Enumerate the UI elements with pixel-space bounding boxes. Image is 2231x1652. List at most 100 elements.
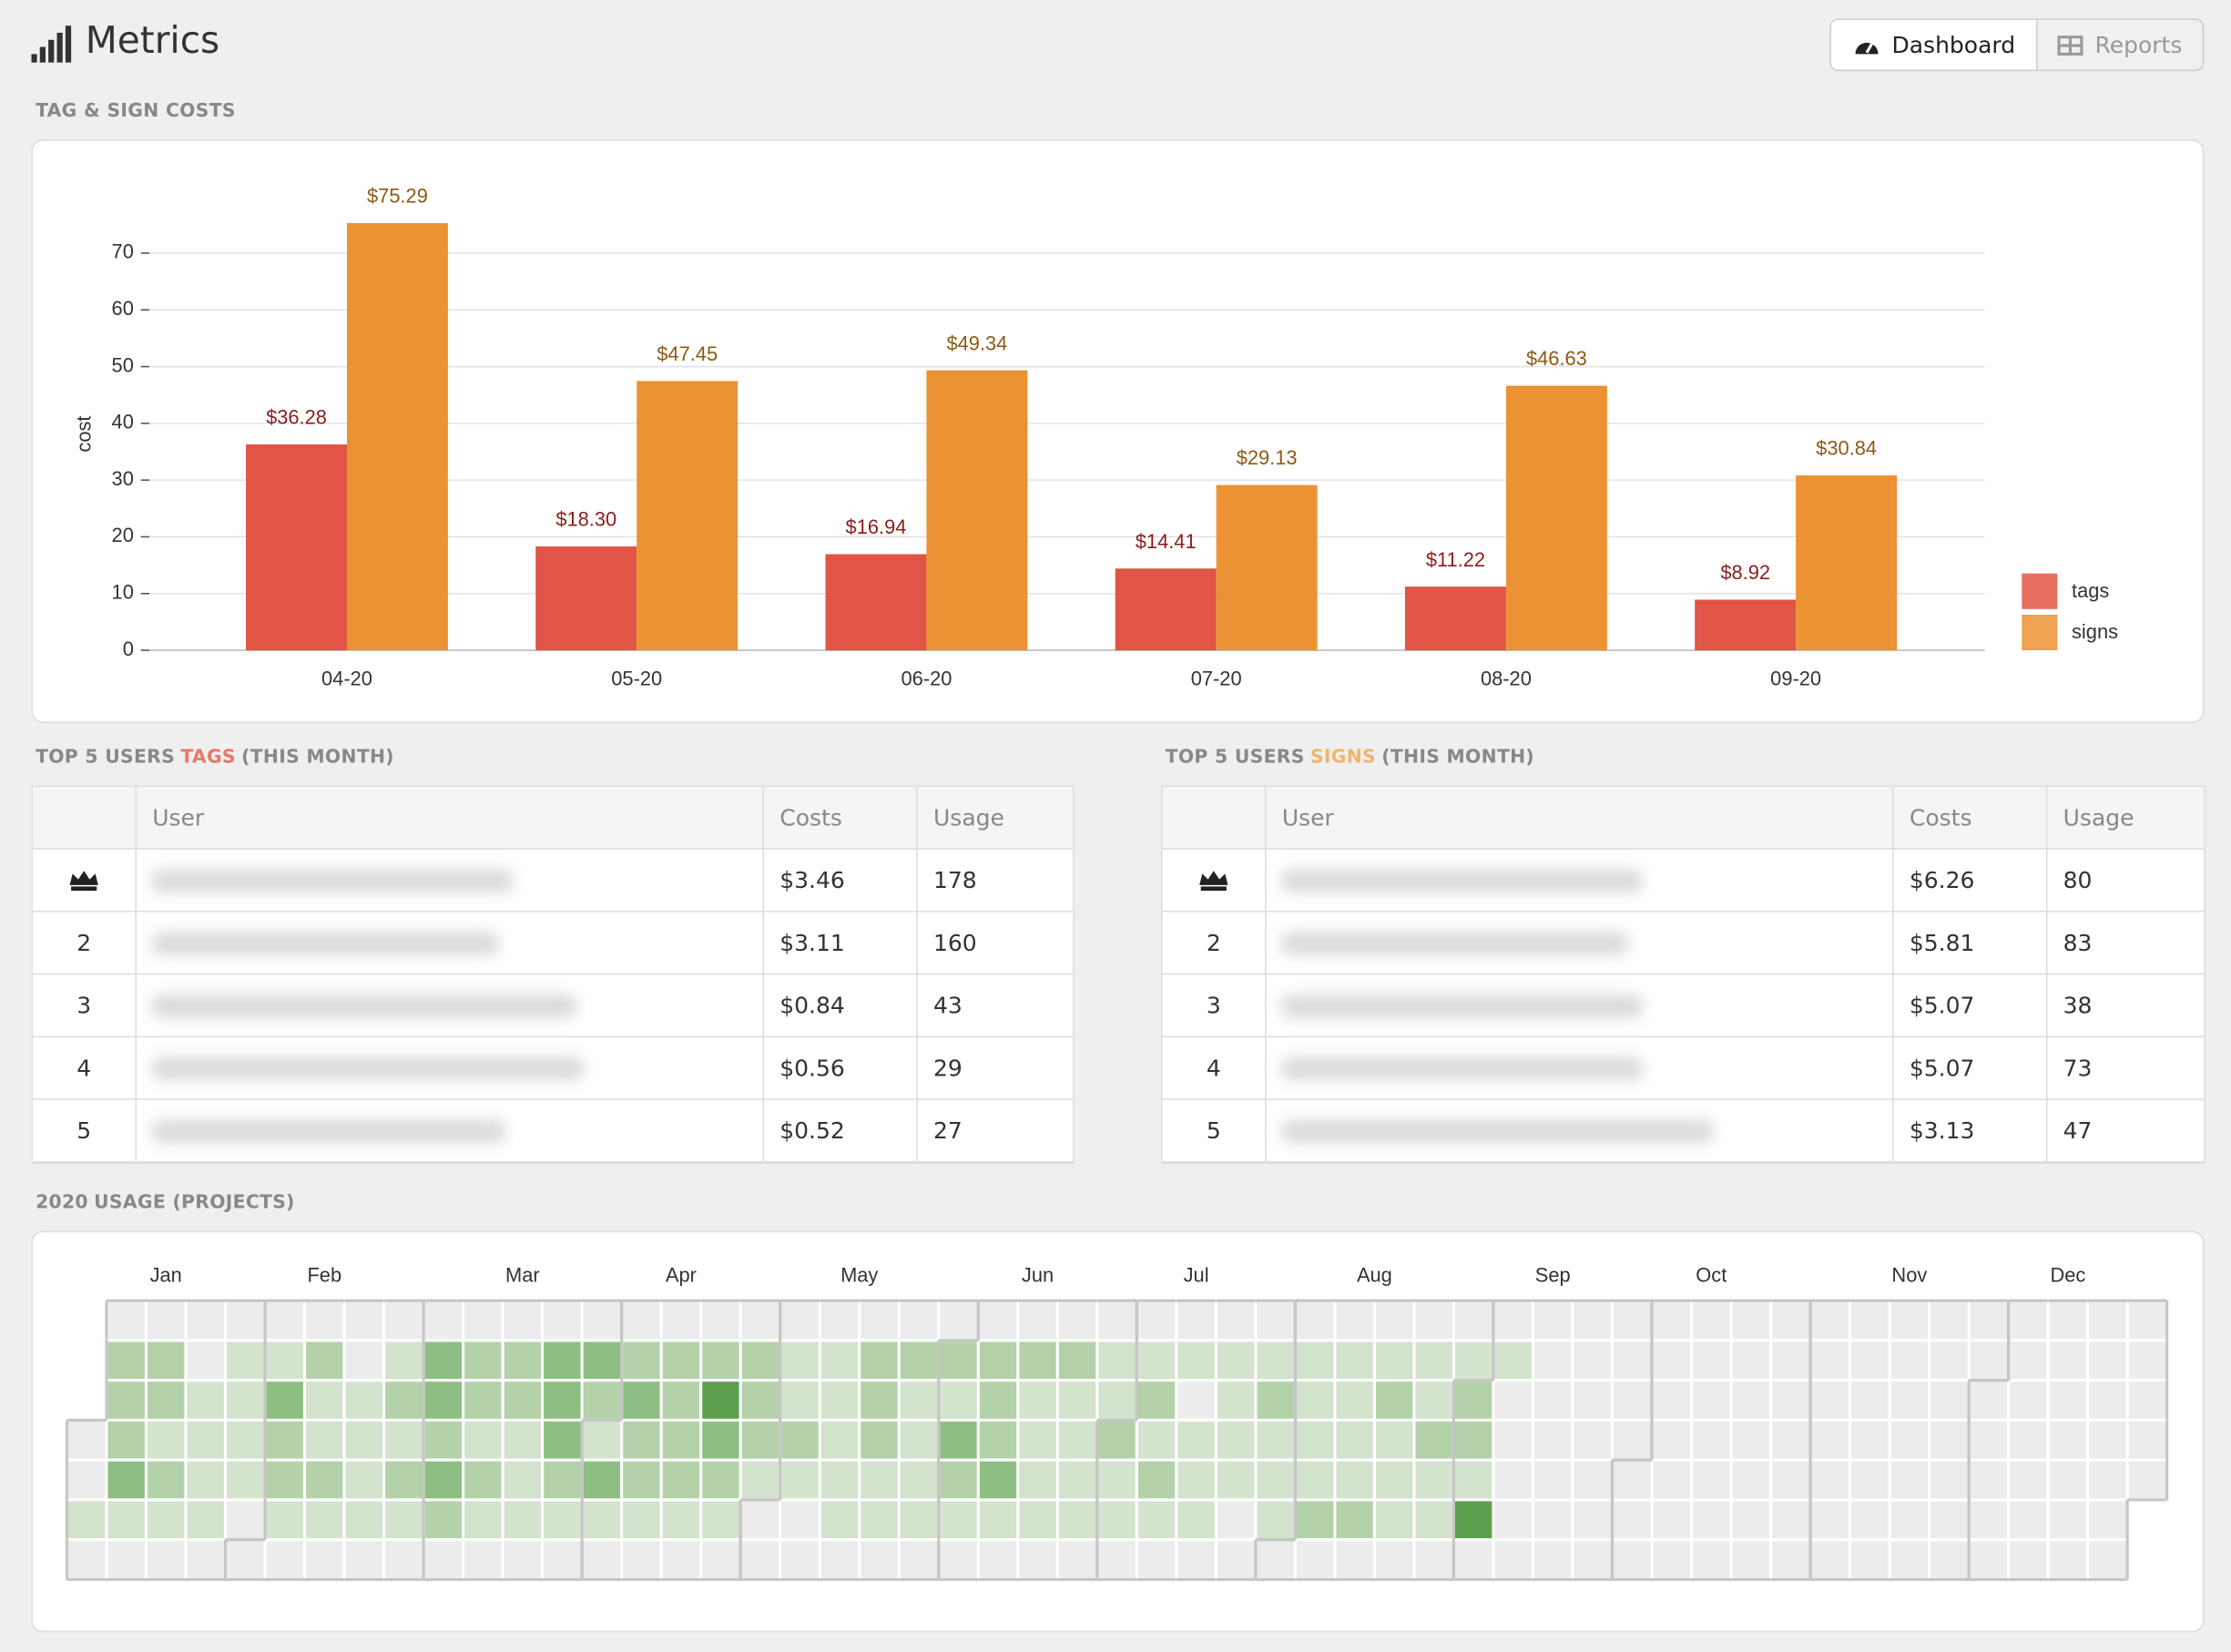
month-label: Jun bbox=[1022, 1263, 1054, 1286]
user-cell bbox=[137, 1099, 765, 1163]
day-cell bbox=[1217, 1421, 1255, 1459]
day-cell bbox=[306, 1301, 343, 1340]
day-cell bbox=[1177, 1501, 1215, 1539]
day-cell bbox=[1415, 1341, 1452, 1380]
day-cell bbox=[2049, 1501, 2087, 1539]
section-title: TOP 5 USERS SIGNS (THIS MONTH) bbox=[1166, 747, 1541, 768]
day-cell bbox=[1019, 1541, 1056, 1578]
day-cell bbox=[2128, 1301, 2166, 1340]
day-cell bbox=[266, 1541, 303, 1578]
metrics-icon bbox=[31, 25, 72, 63]
day-cell bbox=[1693, 1341, 1730, 1380]
day-cell bbox=[1851, 1301, 1889, 1340]
day-cell bbox=[1217, 1501, 1255, 1539]
day-cell bbox=[702, 1421, 739, 1459]
day-cell bbox=[187, 1382, 224, 1419]
user-cell bbox=[137, 1037, 765, 1100]
day-cell bbox=[1890, 1421, 1929, 1459]
day-cell bbox=[940, 1341, 977, 1380]
title-text: TOP 5 USERS bbox=[36, 747, 176, 769]
cost-cell: $0.52 bbox=[764, 1099, 918, 1163]
blurred-user bbox=[150, 1118, 507, 1142]
day-cell bbox=[1296, 1501, 1334, 1539]
day-cell bbox=[504, 1382, 542, 1419]
heatmap: Jan Feb Mar Apr May Jun Jul Aug Sep Oct Nov Dec bbox=[65, 1263, 2169, 1581]
day-cell bbox=[1732, 1421, 1769, 1459]
day-cell bbox=[227, 1541, 264, 1578]
day-cell bbox=[1851, 1541, 1889, 1578]
day-cell bbox=[702, 1341, 739, 1380]
day-cell bbox=[1890, 1382, 1929, 1419]
day-cell bbox=[1693, 1382, 1730, 1419]
day-cell bbox=[2089, 1301, 2126, 1340]
day-cell bbox=[979, 1421, 1017, 1459]
day-cell bbox=[1693, 1541, 1730, 1578]
day-cell bbox=[107, 1541, 145, 1578]
bar bbox=[1695, 599, 1797, 651]
usage-cell: 80 bbox=[2047, 850, 2205, 913]
day-cell bbox=[1454, 1421, 1492, 1459]
usage-cell: 29 bbox=[917, 1037, 1074, 1100]
day-cell bbox=[583, 1421, 621, 1459]
day-cell bbox=[1772, 1341, 1809, 1380]
day-cell bbox=[1177, 1341, 1215, 1380]
value-label: $14.41 bbox=[1136, 530, 1197, 553]
rank-cell: 3 bbox=[32, 974, 137, 1038]
day-cell bbox=[583, 1301, 621, 1340]
y-tick-label: 20 bbox=[112, 524, 134, 546]
blurred-user bbox=[150, 868, 514, 892]
day-cell bbox=[266, 1421, 303, 1459]
x-tick-label: 07-20 bbox=[1191, 668, 1242, 690]
day-cell bbox=[464, 1421, 502, 1459]
rank-cell: 3 bbox=[1162, 974, 1267, 1038]
day-cell bbox=[1296, 1341, 1334, 1380]
cost-cell: $0.56 bbox=[764, 1037, 918, 1100]
chart: 0 10 20 30 40 50 60 70 cost 04-20 $36.28 $75.29 05-2… bbox=[73, 185, 2119, 690]
crown-icon bbox=[1199, 870, 1228, 891]
cost-cell: $3.46 bbox=[764, 849, 918, 913]
header-cell bbox=[1162, 787, 1267, 850]
day-cell bbox=[1970, 1341, 2008, 1380]
day-cell bbox=[2128, 1461, 2166, 1499]
day-cell bbox=[1336, 1501, 1373, 1539]
x-tick-label: 09-20 bbox=[1770, 668, 1821, 690]
day-cell bbox=[1930, 1382, 1968, 1419]
day-cell bbox=[1653, 1461, 1690, 1499]
value-label: $16.94 bbox=[846, 515, 907, 538]
bar bbox=[926, 370, 1028, 651]
day-cell bbox=[385, 1501, 423, 1539]
day-cell bbox=[781, 1461, 819, 1499]
day-cell bbox=[385, 1461, 423, 1499]
tab-dashboard[interactable]: Dashboard bbox=[1830, 19, 2038, 70]
day-cell bbox=[148, 1421, 185, 1459]
day-cell bbox=[1930, 1341, 1968, 1380]
day-cell bbox=[1375, 1541, 1413, 1578]
tab-reports[interactable]: Reports bbox=[2037, 19, 2203, 70]
day-cell bbox=[1177, 1541, 1215, 1578]
day-cell bbox=[979, 1501, 1017, 1539]
month-label: Aug bbox=[1357, 1263, 1392, 1286]
day-cell bbox=[1019, 1382, 1056, 1419]
month-label: May bbox=[840, 1263, 878, 1286]
y-tick-label: 50 bbox=[112, 353, 134, 376]
cost-cell: $3.11 bbox=[764, 912, 918, 975]
value-label: $30.84 bbox=[1816, 437, 1877, 460]
day-cell bbox=[1930, 1461, 1968, 1499]
day-cell bbox=[2049, 1301, 2087, 1340]
day-cell bbox=[2010, 1382, 2047, 1419]
cost-cell: $3.13 bbox=[1893, 1099, 2048, 1163]
user-cell bbox=[1266, 849, 1894, 913]
day-cell bbox=[544, 1461, 581, 1499]
x-tick-label: 08-20 bbox=[1481, 668, 1532, 690]
y-tick-label: 40 bbox=[112, 411, 134, 433]
day-cell bbox=[741, 1341, 779, 1380]
day-cell bbox=[1534, 1541, 1572, 1578]
day-cell bbox=[504, 1301, 542, 1340]
day-cell bbox=[1137, 1461, 1176, 1499]
day-cell bbox=[227, 1301, 264, 1340]
day-cell bbox=[1217, 1382, 1255, 1419]
day-cell bbox=[1336, 1541, 1373, 1578]
day-cell bbox=[385, 1382, 423, 1419]
day-cell bbox=[662, 1541, 700, 1578]
